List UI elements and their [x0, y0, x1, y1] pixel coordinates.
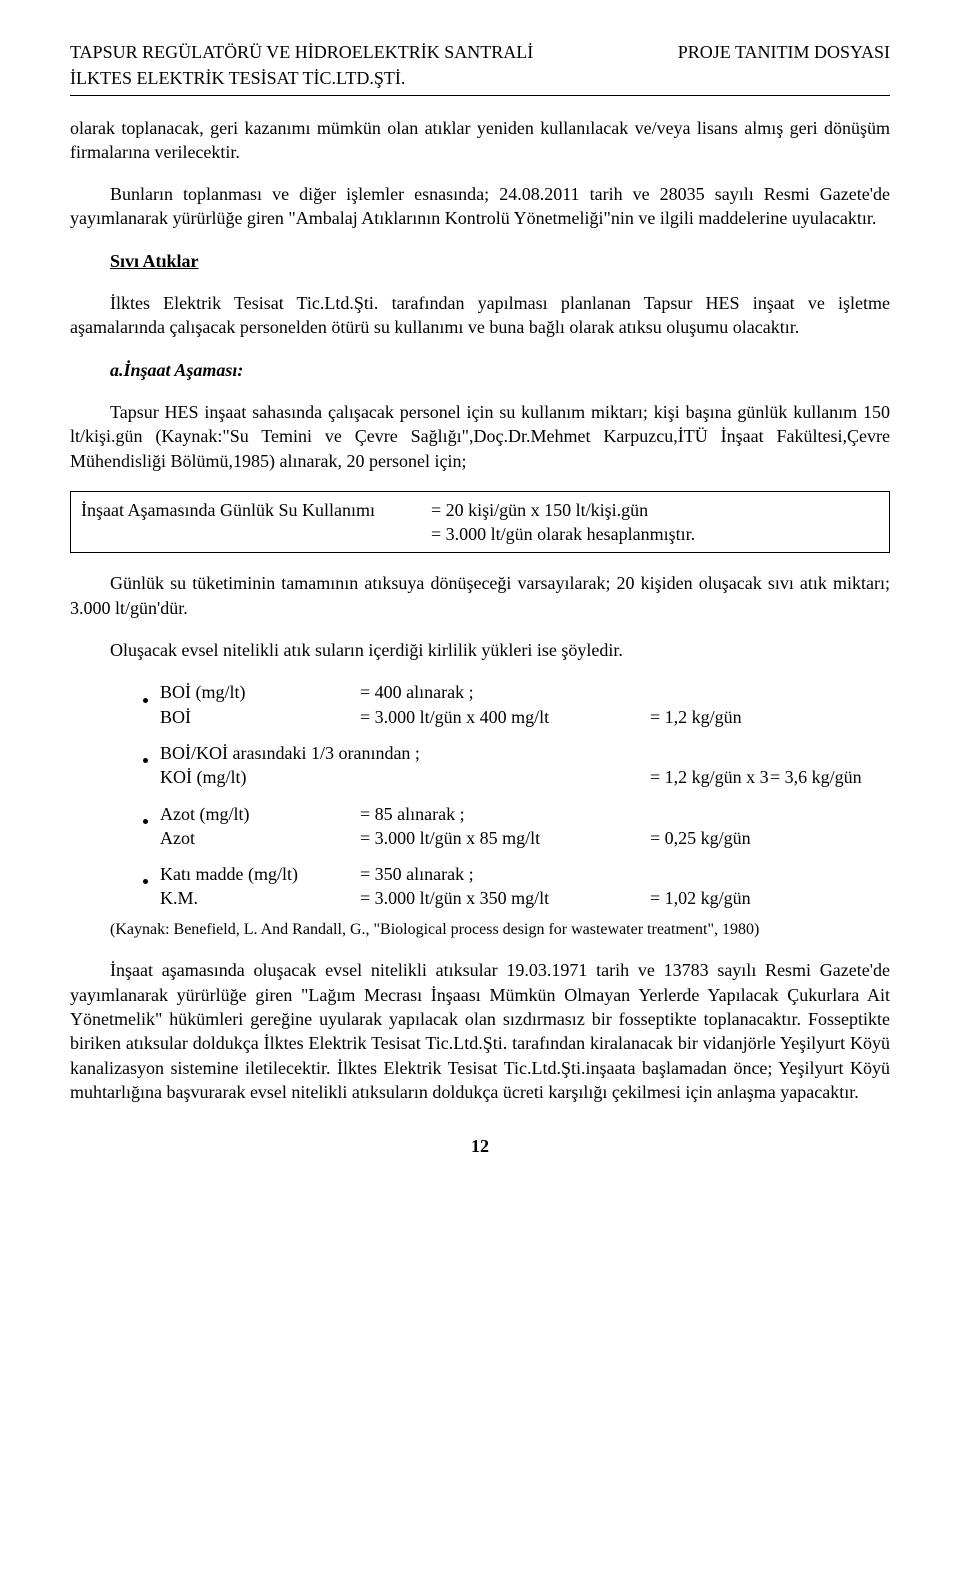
paragraph-5: Günlük su tüketiminin tamamının atıksuya…: [70, 571, 890, 620]
calc-label: Azot (mg/lt): [160, 802, 360, 826]
calc-expr: = 85 alınarak ;: [360, 802, 650, 826]
section-title-sivi-atiklar: Sıvı Atıklar: [70, 249, 890, 273]
document-page: TAPSUR REGÜLATÖRÜ VE HİDROELEKTRİK SANTR…: [0, 0, 960, 1198]
calc-result: [650, 680, 890, 704]
calc-label: BOİ (mg/lt): [160, 680, 360, 704]
box-value-1: = 20 kişi/gün x 150 lt/kişi.gün: [431, 498, 879, 522]
header-title-left: TAPSUR REGÜLATÖRÜ VE HİDROELEKTRİK SANTR…: [70, 40, 533, 64]
list-item: Katı madde (mg/lt) = 350 alınarak ; K.M.…: [160, 862, 890, 911]
calc-expr: = 3.000 lt/gün x 350 mg/lt: [360, 886, 650, 910]
paragraph-6: Oluşacak evsel nitelikli atık suların iç…: [70, 638, 890, 662]
list-item: BOİ (mg/lt) = 400 alınarak ; BOİ = 3.000…: [160, 680, 890, 729]
calc-label: K.M.: [160, 886, 360, 910]
calc-label: BOİ/KOİ arasındaki 1/3 oranından ;: [160, 741, 650, 765]
page-number: 12: [70, 1134, 890, 1158]
calc-expr: = 1,2 kg/gün x 3: [650, 765, 770, 789]
box-label-empty: [81, 522, 431, 546]
header-subtitle: İLKTES ELEKTRİK TESİSAT TİC.LTD.ŞTİ.: [70, 66, 890, 95]
page-header: TAPSUR REGÜLATÖRÜ VE HİDROELEKTRİK SANTR…: [70, 40, 890, 64]
calc-expr: = 3.000 lt/gün x 85 mg/lt: [360, 826, 650, 850]
calc-expr: = 400 alınarak ;: [360, 680, 650, 704]
calc-label: KOİ (mg/lt): [160, 765, 650, 789]
calc-result: [650, 862, 890, 886]
paragraph-2: Bunların toplanması ve diğer işlemler es…: [70, 182, 890, 231]
paragraph-1: olarak toplanacak, geri kazanımı mümkün …: [70, 116, 890, 165]
calc-label: BOİ: [160, 705, 360, 729]
calc-expr: = 350 alınarak ;: [360, 862, 650, 886]
calc-result: [650, 741, 770, 765]
box-label: İnşaat Aşamasında Günlük Su Kullanımı: [81, 498, 431, 522]
calc-result: = 1,02 kg/gün: [650, 886, 890, 910]
calculation-box: İnşaat Aşamasında Günlük Su Kullanımı = …: [70, 491, 890, 554]
header-title-right: PROJE TANITIM DOSYASI: [678, 40, 890, 64]
calc-result: = 0,25 kg/gün: [650, 826, 890, 850]
calc-expr: = 3.000 lt/gün x 400 mg/lt: [360, 705, 650, 729]
box-value-2: = 3.000 lt/gün olarak hesaplanmıştır.: [431, 522, 879, 546]
paragraph-7: İnşaat aşamasında oluşacak evsel nitelik…: [70, 958, 890, 1104]
paragraph-4: Tapsur HES inşaat sahasında çalışacak pe…: [70, 400, 890, 473]
calc-result: = 1,2 kg/gün: [650, 705, 890, 729]
source-citation: (Kaynak: Benefield, L. And Randall, G., …: [110, 919, 890, 941]
subsection-title-insaat: a.İnşaat Aşaması:: [70, 358, 890, 382]
paragraph-3: İlktes Elektrik Tesisat Tic.Ltd.Şti. tar…: [70, 291, 890, 340]
calc-label: Azot: [160, 826, 360, 850]
list-item: Azot (mg/lt) = 85 alınarak ; Azot = 3.00…: [160, 802, 890, 851]
calc-result: = 3,6 kg/gün: [770, 765, 890, 789]
pollutant-list: BOİ (mg/lt) = 400 alınarak ; BOİ = 3.000…: [70, 680, 890, 910]
calc-label: Katı madde (mg/lt): [160, 862, 360, 886]
calc-result: [650, 802, 890, 826]
list-item: BOİ/KOİ arasındaki 1/3 oranından ; KOİ (…: [160, 741, 890, 790]
